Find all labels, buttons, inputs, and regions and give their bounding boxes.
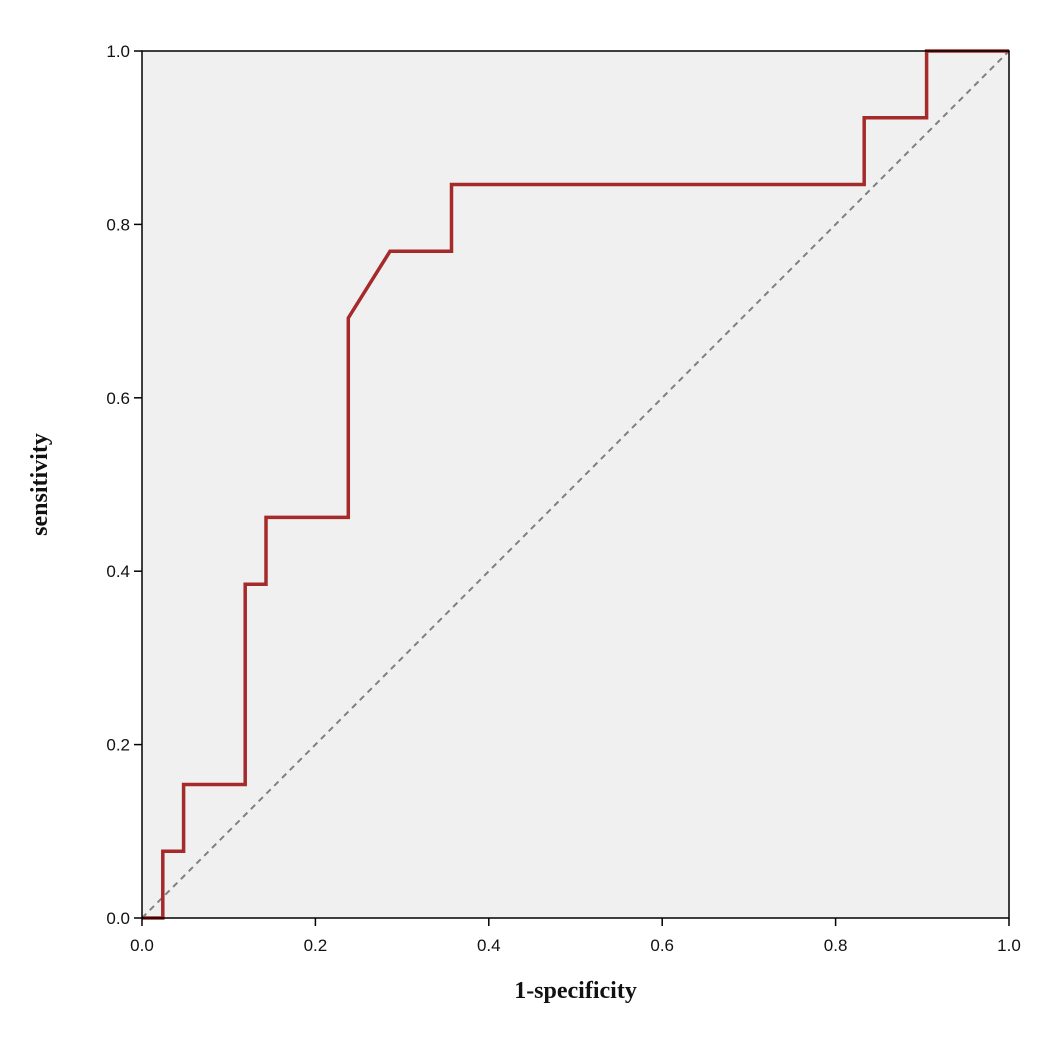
y-tick-label: 0.2 <box>106 736 130 755</box>
y-axis: 0.0 0.2 0.4 0.6 0.8 1.0 <box>106 42 142 928</box>
roc-curve-layer <box>142 49 1009 920</box>
y-tick-label: 0.0 <box>106 909 130 928</box>
x-axis-title: 1-specificity <box>514 978 637 1004</box>
x-tick-label: 0.4 <box>477 936 501 955</box>
y-tick-label: 1.0 <box>106 42 130 61</box>
y-tick-label: 0.8 <box>106 215 130 234</box>
x-tick-label: 0.0 <box>130 936 154 955</box>
roc-curve-line <box>142 49 1009 920</box>
x-tick-label: 0.2 <box>304 936 328 955</box>
x-tick-label: 1.0 <box>997 936 1021 955</box>
y-tick-label: 0.4 <box>106 562 130 581</box>
plot-area <box>142 51 1009 918</box>
plot-frame <box>141 50 1010 919</box>
y-tick-label: 0.6 <box>106 389 130 408</box>
y-axis-title: sensitivity <box>27 433 53 536</box>
x-tick-label: 0.6 <box>650 936 674 955</box>
x-tick-label: 0.8 <box>824 936 848 955</box>
x-axis: 0.0 0.2 0.4 0.6 0.8 1.0 <box>130 918 1021 955</box>
